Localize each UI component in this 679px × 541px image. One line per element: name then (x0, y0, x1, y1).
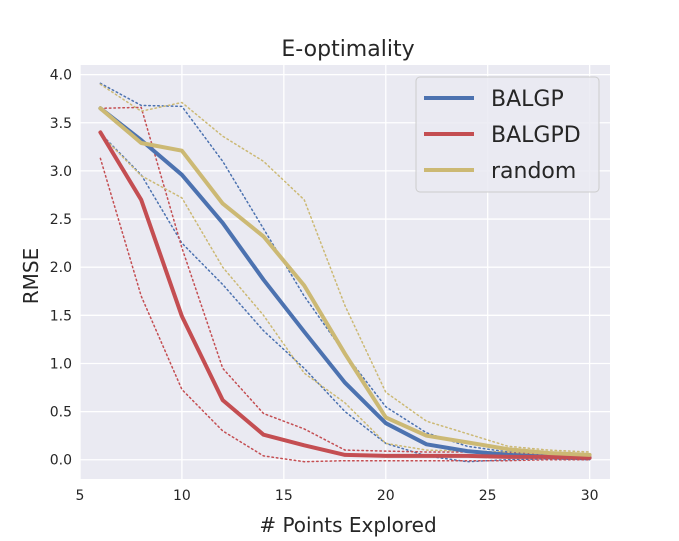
x-axis-label: # Points Explored (259, 513, 436, 537)
x-tick-label: 10 (173, 488, 191, 504)
y-tick-label: 4.0 (50, 68, 72, 84)
legend-box (415, 76, 600, 193)
y-tick-label: 2.0 (50, 260, 72, 276)
legend: BALGP BALGPD random (415, 76, 600, 193)
y-tick-label: 3.0 (50, 164, 72, 180)
y-tick-label: 1.0 (50, 356, 72, 372)
series-1-lower-bound (99, 157, 591, 463)
x-tick-label: 15 (275, 488, 293, 504)
series-0-lower-bound (99, 132, 591, 463)
y-tick-label: 0.5 (50, 405, 72, 421)
y-tick-label: 3.5 (50, 116, 72, 132)
x-tick-label: 30 (581, 488, 599, 504)
legend-label: BALGP (491, 87, 564, 112)
series-lines (98, 106, 592, 460)
chart-title: E-optimality (281, 37, 414, 62)
series-2-lower-bound (99, 133, 591, 458)
series-2-upper-bound (99, 83, 591, 453)
x-tick-label: 5 (76, 488, 85, 504)
grid (79, 65, 610, 479)
y-tick-label: 2.5 (50, 212, 72, 228)
legend-label: BALGPD (491, 123, 581, 148)
x-tick-label: 20 (377, 488, 395, 504)
y-axis-label: RMSE (19, 248, 43, 304)
x-tick-label: 25 (479, 488, 497, 504)
series-1-line (98, 130, 592, 460)
legend-label: random (491, 159, 576, 184)
y-tick-label: 0.0 (50, 453, 72, 469)
x-ticks: 5 10 15 20 25 30 (76, 488, 599, 504)
y-ticks: 0.0 0.5 1.0 1.5 2.0 2.5 3.0 3.5 4.0 (50, 68, 72, 469)
series-2-line (98, 106, 592, 457)
y-tick-label: 1.5 (50, 308, 72, 324)
